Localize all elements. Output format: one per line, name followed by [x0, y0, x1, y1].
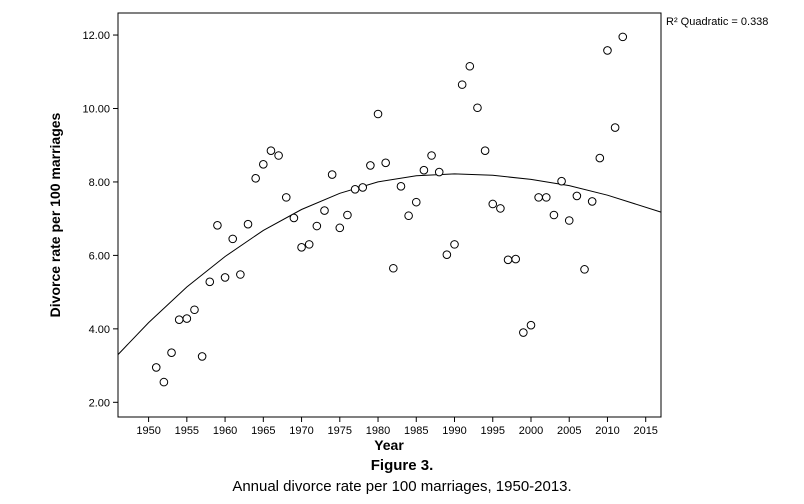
- x-tick-label: 1995: [481, 425, 505, 437]
- y-tick-label: 2.00: [89, 397, 110, 409]
- data-point: [174, 315, 184, 324]
- y-axis-title: Divorce rate per 100 marriages: [47, 112, 63, 317]
- x-tick-label: 1965: [251, 425, 275, 437]
- data-point: [404, 211, 413, 221]
- data-point: [580, 265, 589, 274]
- data-point: [564, 216, 574, 225]
- data-point: [419, 165, 429, 175]
- y-tick-label: 12.00: [82, 30, 110, 42]
- data-points: [151, 32, 628, 387]
- r-squared-label: R² Quadratic = 0.338: [666, 16, 768, 28]
- data-point: [228, 234, 238, 244]
- data-point: [320, 206, 329, 215]
- data-point: [274, 151, 283, 160]
- data-point: [251, 173, 260, 183]
- data-point: [450, 240, 459, 249]
- data-point: [304, 240, 314, 249]
- data-point: [541, 193, 551, 202]
- x-tick-label: 2010: [595, 425, 619, 437]
- data-point: [205, 277, 215, 287]
- x-tick-label: 1960: [213, 425, 237, 437]
- data-point: [151, 363, 161, 372]
- data-point: [427, 151, 436, 160]
- data-point: [373, 109, 383, 119]
- data-point: [534, 193, 543, 202]
- y-tick-label: 4.00: [89, 324, 110, 336]
- data-point: [236, 270, 245, 279]
- x-tick-label: 1975: [328, 425, 352, 437]
- data-point: [366, 161, 375, 170]
- x-tick-label: 1955: [175, 425, 199, 437]
- data-point: [603, 46, 612, 55]
- y-tick-label: 8.00: [89, 177, 110, 189]
- x-tick-label: 1985: [404, 425, 428, 437]
- data-point: [396, 182, 406, 191]
- data-point: [289, 213, 299, 223]
- figure-caption: Annual divorce rate per 100 marriages, 1…: [232, 478, 572, 495]
- data-point: [358, 183, 368, 192]
- data-point: [457, 80, 467, 89]
- data-point: [327, 170, 337, 179]
- data-point: [197, 352, 207, 361]
- data-point: [297, 243, 306, 252]
- data-point: [190, 305, 199, 315]
- data-point: [519, 328, 528, 337]
- data-point: [610, 123, 620, 132]
- data-point: [465, 61, 475, 71]
- data-point: [496, 204, 505, 213]
- data-point: [266, 146, 276, 156]
- x-tick-label: 1950: [136, 425, 160, 437]
- x-tick-label: 1990: [442, 425, 466, 437]
- plot-frame: [117, 12, 662, 418]
- data-point: [259, 160, 268, 169]
- data-point: [411, 197, 421, 207]
- data-point: [159, 377, 169, 387]
- data-point: [526, 320, 536, 330]
- data-point: [442, 250, 452, 259]
- x-tick-label: 2005: [557, 425, 581, 437]
- x-tick-label: 2015: [633, 425, 657, 437]
- data-point: [488, 199, 498, 209]
- data-point: [281, 193, 291, 202]
- data-point: [312, 221, 322, 231]
- data-point: [587, 197, 597, 206]
- x-tick-label: 1980: [366, 425, 390, 437]
- data-point: [480, 146, 490, 156]
- x-axis-title: Year: [374, 437, 404, 453]
- data-point: [389, 263, 398, 273]
- data-point: [343, 210, 352, 220]
- data-point: [213, 220, 222, 230]
- figure-number: Figure 3.: [370, 457, 434, 474]
- x-tick-label: 2000: [519, 425, 543, 437]
- data-point: [381, 158, 390, 168]
- data-point: [595, 153, 605, 163]
- x-axis-ticks: 1950 1955 1960 1965 1970 1975 1980 1985 1990 1995…: [136, 417, 658, 437]
- data-point: [350, 184, 360, 194]
- y-tick-label: 6.00: [89, 250, 110, 262]
- y-axis-ticks: 2.00 4.00 6.00 8.00 10.00 12.00: [82, 30, 118, 409]
- data-point: [549, 210, 559, 220]
- data-point: [511, 254, 520, 264]
- data-point: [335, 223, 345, 233]
- data-point: [503, 255, 513, 265]
- data-point: [220, 273, 230, 282]
- quadratic-fit-line: [117, 173, 662, 355]
- x-tick-label: 1970: [289, 425, 313, 437]
- data-point: [473, 103, 482, 113]
- y-tick-label: 10.00: [82, 103, 110, 115]
- data-point: [434, 167, 444, 177]
- data-point: [572, 191, 582, 201]
- data-point: [167, 348, 176, 358]
- data-point: [243, 219, 253, 229]
- data-point: [182, 314, 192, 323]
- data-point: [557, 176, 566, 186]
- data-point: [618, 32, 628, 42]
